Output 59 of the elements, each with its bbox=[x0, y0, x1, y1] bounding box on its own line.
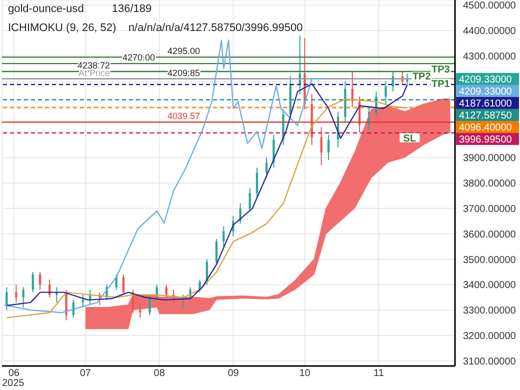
candlestick bbox=[32, 271, 34, 293]
y-tick-label: 3400.00000 bbox=[463, 280, 516, 292]
candlestick bbox=[198, 279, 201, 293]
candlestick bbox=[56, 286, 58, 303]
candlestick bbox=[265, 157, 268, 178]
candlestick bbox=[320, 126, 322, 166]
x-tick-label: 10 bbox=[299, 368, 311, 379]
y-tick-label: 3900.00000 bbox=[463, 153, 516, 164]
x-tick-label: 09 bbox=[228, 368, 240, 379]
annotation: 136/189 bbox=[112, 3, 152, 15]
candlestick bbox=[38, 271, 42, 290]
ref-line-label: 4096.40000 bbox=[459, 122, 512, 134]
x-tick-label: 11 bbox=[374, 368, 384, 379]
annotation: TP1 bbox=[432, 78, 450, 90]
candlestick bbox=[122, 274, 125, 296]
y-tick-label: 3500.00000 bbox=[463, 254, 516, 266]
candlestick bbox=[139, 304, 142, 318]
y-tick-label: 4500.00000 bbox=[463, 0, 516, 12]
text: ICHIMOKU (9, 26, 52) n/a/n/a/n/a/4127.58750/3996.99500 bbox=[8, 22, 303, 34]
annotation: SL bbox=[403, 133, 416, 144]
y-tick-label: 3200.00000 bbox=[463, 331, 516, 342]
ref-line-label: 3996.99500 bbox=[459, 134, 512, 146]
candlestick bbox=[165, 284, 168, 298]
candlestick bbox=[239, 202, 242, 224]
x-tick-label: 07 bbox=[80, 368, 92, 379]
annotation: TP2 bbox=[412, 72, 432, 83]
candlestick bbox=[406, 73, 408, 84]
candlestick bbox=[148, 294, 151, 316]
ref-line-label: 4039.57 bbox=[167, 111, 200, 122]
candlestick bbox=[215, 238, 218, 265]
x-axis-title: 2025 bbox=[2, 378, 24, 389]
y-tick-label: 3300.00000 bbox=[463, 306, 516, 317]
y-tick-label: 3100.00000 bbox=[463, 356, 516, 368]
candlestick bbox=[256, 167, 258, 199]
x-tick-label: 08 bbox=[154, 368, 166, 379]
candlestick bbox=[6, 286, 8, 311]
chart-title: gold-ounce-usd bbox=[8, 3, 84, 15]
candlestick bbox=[272, 134, 275, 168]
x-tick-label: 06 bbox=[8, 368, 20, 379]
y-tick-label: 4400.00000 bbox=[463, 26, 516, 38]
ref-line-label: 4127.58750 bbox=[459, 110, 512, 122]
candlestick bbox=[65, 289, 68, 321]
annotation: TP3 bbox=[432, 64, 450, 76]
y-tick-label: 3800.00000 bbox=[463, 178, 516, 190]
line-series bbox=[4, 40, 324, 314]
ref-line-label: 4209.33000 bbox=[459, 86, 512, 98]
candlestick bbox=[248, 188, 251, 212]
candlestick bbox=[82, 294, 84, 308]
candlestick bbox=[15, 284, 18, 303]
candlestick bbox=[22, 286, 24, 308]
y-tick-label: 4300.00000 bbox=[463, 51, 516, 62]
y-tick-label: 3600.00000 bbox=[463, 229, 516, 240]
y-tick-label: 3700.00000 bbox=[463, 204, 516, 215]
candlestick bbox=[222, 226, 225, 248]
candlestick bbox=[327, 134, 330, 161]
candlestick bbox=[384, 80, 387, 105]
text: 4209.33000 bbox=[459, 74, 512, 86]
ref-line-label: 4295.00 bbox=[167, 46, 200, 56]
ref-line-label: 4187.61000 bbox=[459, 98, 512, 110]
